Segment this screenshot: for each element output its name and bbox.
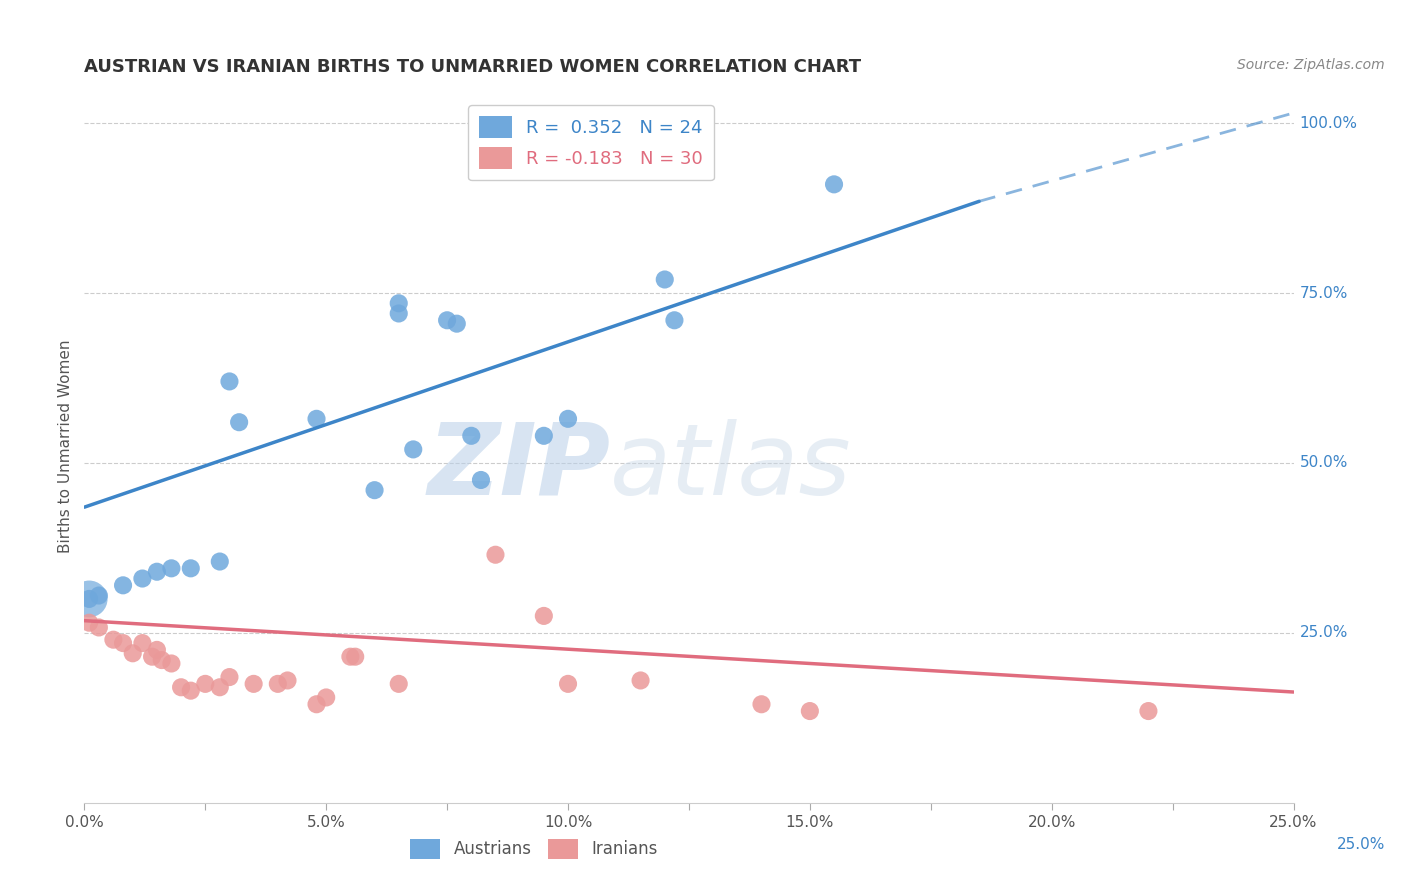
Text: 100.0%: 100.0% <box>1299 116 1358 131</box>
Point <box>87 620 110 634</box>
Point <box>388 306 411 320</box>
Text: AUSTRIAN VS IRANIAN BIRTHS TO UNMARRIED WOMEN CORRELATION CHART: AUSTRIAN VS IRANIAN BIRTHS TO UNMARRIED … <box>84 58 862 76</box>
Point <box>150 653 173 667</box>
Point <box>388 677 411 691</box>
Point <box>654 272 676 286</box>
Point <box>533 608 555 623</box>
Point <box>160 657 183 671</box>
Point <box>112 636 135 650</box>
Point <box>77 591 100 606</box>
Point <box>228 415 250 429</box>
Point <box>77 615 100 630</box>
Point <box>484 548 506 562</box>
Text: atlas: atlas <box>610 419 852 516</box>
Point <box>218 375 240 389</box>
Point <box>180 561 202 575</box>
Text: 25.0%: 25.0% <box>1299 625 1348 640</box>
Point <box>180 683 202 698</box>
Text: 75.0%: 75.0% <box>1299 285 1348 301</box>
Text: ZIP: ZIP <box>427 419 610 516</box>
Point <box>305 412 328 426</box>
Y-axis label: Births to Unmarried Women: Births to Unmarried Women <box>58 339 73 553</box>
Point <box>1137 704 1160 718</box>
Point <box>533 429 555 443</box>
Point <box>344 649 367 664</box>
Legend: Austrians, Iranians: Austrians, Iranians <box>404 832 665 866</box>
Point <box>131 636 153 650</box>
Point <box>160 561 183 575</box>
Point <box>305 698 328 712</box>
Point <box>339 649 361 664</box>
Point <box>146 565 169 579</box>
Point <box>315 690 337 705</box>
Point <box>799 704 821 718</box>
Point <box>103 632 125 647</box>
Point <box>436 313 458 327</box>
Point <box>112 578 135 592</box>
Point <box>470 473 492 487</box>
Point <box>557 677 579 691</box>
Point <box>131 572 153 586</box>
Text: Source: ZipAtlas.com: Source: ZipAtlas.com <box>1237 58 1385 72</box>
Text: 25.0%: 25.0% <box>1337 837 1385 852</box>
Point <box>242 677 264 691</box>
Point <box>363 483 385 498</box>
Point <box>208 680 231 694</box>
Point <box>146 643 169 657</box>
Point <box>823 178 845 192</box>
Point <box>170 680 193 694</box>
Point <box>194 677 217 691</box>
Point <box>557 412 579 426</box>
Point <box>218 670 240 684</box>
Point <box>460 429 482 443</box>
Point <box>276 673 298 688</box>
Legend: R =  0.352   N = 24, R = -0.183   N = 30: R = 0.352 N = 24, R = -0.183 N = 30 <box>468 105 714 180</box>
Point <box>751 698 773 712</box>
Point <box>446 317 468 331</box>
Point <box>664 313 686 327</box>
Point <box>388 296 411 310</box>
Point <box>630 673 652 688</box>
Point <box>77 591 100 606</box>
Point <box>208 555 231 569</box>
Point <box>87 589 110 603</box>
Point <box>141 649 163 664</box>
Point <box>121 646 143 660</box>
Point <box>267 677 290 691</box>
Text: 50.0%: 50.0% <box>1299 456 1348 470</box>
Point <box>402 442 425 457</box>
